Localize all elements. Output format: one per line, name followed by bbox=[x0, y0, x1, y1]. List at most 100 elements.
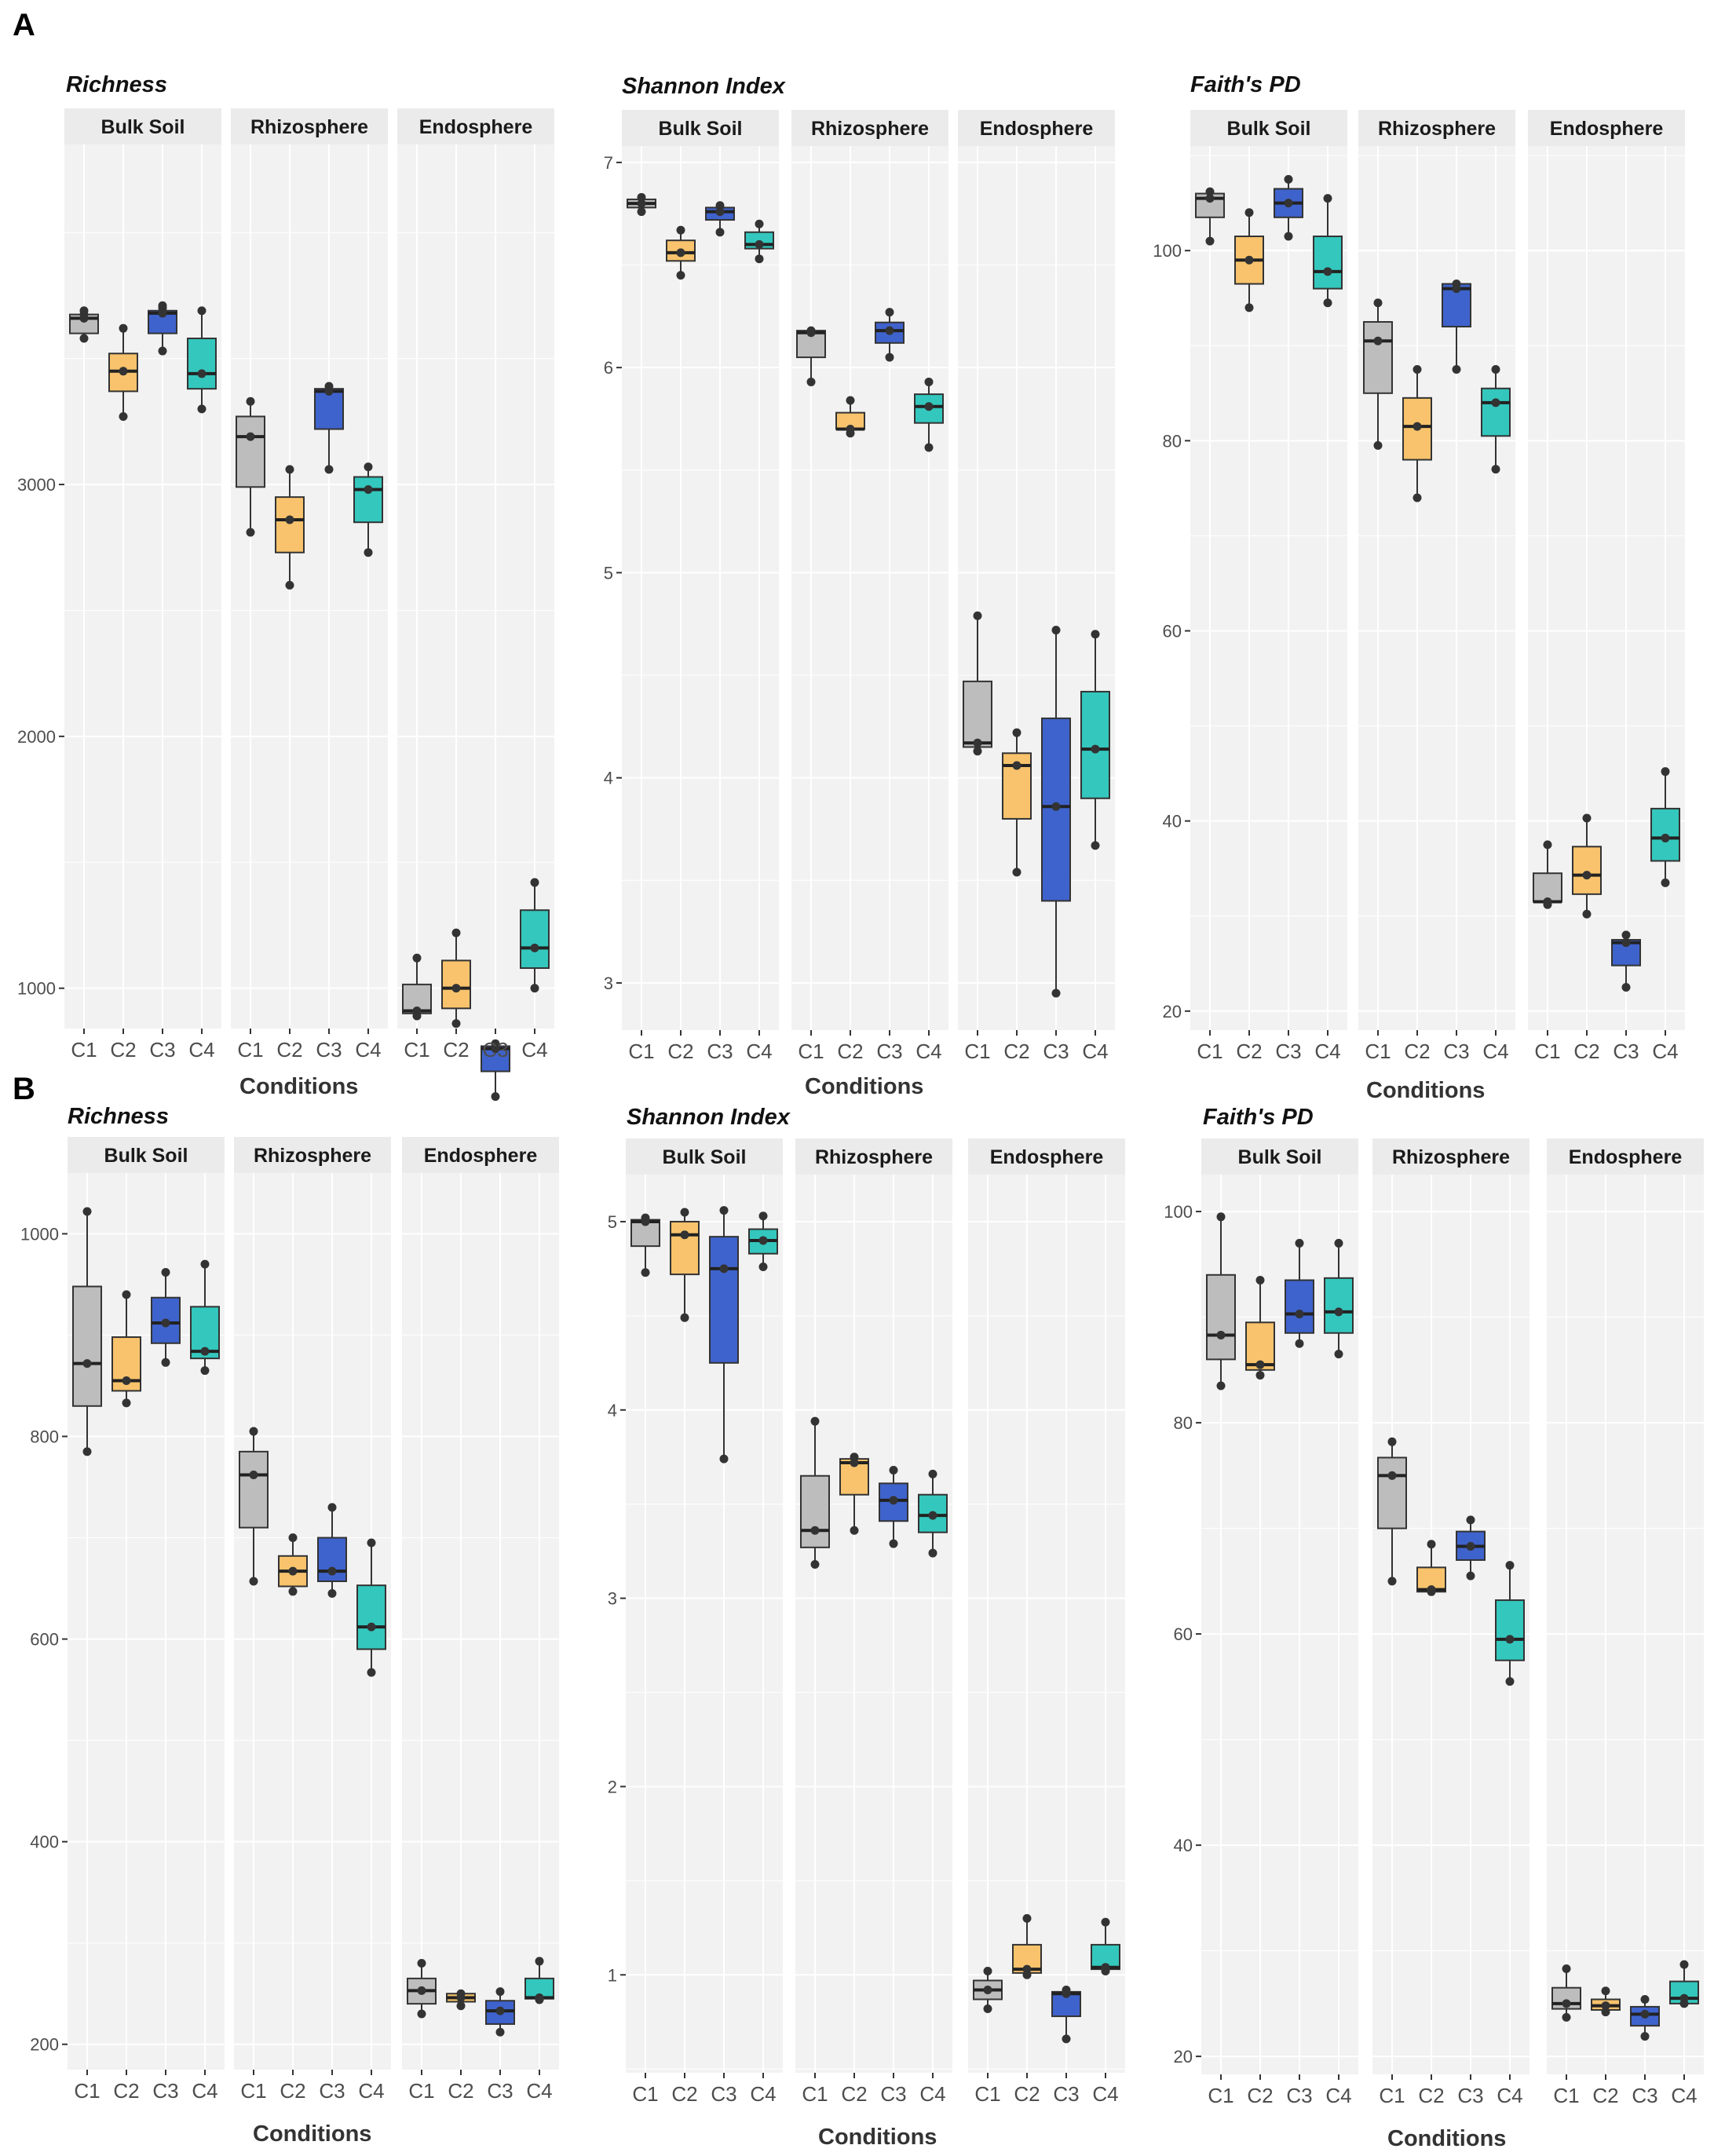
data-point bbox=[1491, 398, 1500, 407]
data-point bbox=[324, 465, 334, 474]
box-c2 bbox=[278, 1533, 308, 1596]
y-tick-label: 20 bbox=[1174, 2047, 1193, 2066]
x-tick-label: C3 bbox=[1286, 2084, 1312, 2107]
box-c1 bbox=[963, 611, 992, 756]
box-c2 bbox=[1572, 813, 1602, 919]
data-point bbox=[637, 207, 646, 217]
box-c1 bbox=[239, 1427, 269, 1586]
facet-strip-label: Rhizosphere bbox=[1392, 1146, 1510, 1168]
facet-strip-label: Endosphere bbox=[1569, 1146, 1683, 1168]
y-tick-label: 3000 bbox=[17, 475, 56, 495]
box-c1 bbox=[1363, 298, 1393, 450]
data-point bbox=[973, 611, 982, 620]
y-tick-label: 4 bbox=[604, 769, 613, 788]
y-tick-label: 20 bbox=[1163, 1002, 1182, 1021]
box-c3 bbox=[879, 1466, 908, 1548]
box-c2 bbox=[1402, 365, 1432, 502]
facet-strip bbox=[1201, 1138, 1358, 1175]
facet-panel bbox=[1190, 146, 1347, 1030]
facet-strip-label: Rhizosphere bbox=[1378, 118, 1496, 140]
box-c2 bbox=[666, 225, 696, 280]
data-point bbox=[1621, 983, 1631, 992]
x-tick-label: C4 bbox=[1314, 1040, 1340, 1063]
y-tick-label: 6 bbox=[604, 358, 613, 378]
data-point bbox=[1062, 2034, 1071, 2044]
y-tick-label: 4 bbox=[608, 1401, 617, 1420]
x-tick-label: C3 bbox=[1043, 1040, 1069, 1063]
data-point bbox=[1466, 1571, 1475, 1580]
box-c1 bbox=[973, 1966, 1003, 2013]
data-point bbox=[1505, 1635, 1515, 1644]
data-point bbox=[491, 1039, 500, 1048]
data-point bbox=[1012, 728, 1021, 737]
box-c3 bbox=[705, 201, 735, 237]
y-tick-label: 80 bbox=[1163, 431, 1182, 451]
x-tick-label: C3 bbox=[152, 2079, 178, 2103]
data-point bbox=[983, 2004, 992, 2013]
data-point bbox=[755, 239, 764, 249]
facet-bulk-soil: Bulk Soil C1 C2 C3 C4 bbox=[1190, 110, 1347, 1063]
data-point bbox=[79, 334, 89, 343]
panel-label-b: B bbox=[13, 1072, 35, 1106]
data-point bbox=[1582, 813, 1592, 823]
data-point bbox=[676, 225, 685, 235]
data-point bbox=[846, 396, 855, 405]
data-point bbox=[1562, 2012, 1571, 2022]
facet-rhizosphere: Rhizosphere C1 C2 C3 C4 bbox=[231, 108, 388, 1062]
y-tick-label: 2 bbox=[608, 1777, 617, 1796]
data-point bbox=[1323, 194, 1332, 203]
facet-strip bbox=[1358, 110, 1515, 146]
data-point bbox=[1284, 174, 1293, 184]
x-tick-label: C2 bbox=[1014, 2082, 1040, 2106]
x-tick-label: C4 bbox=[1325, 2084, 1351, 2107]
data-point bbox=[1051, 988, 1061, 998]
x-tick-label: C1 bbox=[1197, 1040, 1222, 1063]
data-point bbox=[1679, 1960, 1689, 1969]
x-tick-label: C1 bbox=[964, 1040, 990, 1063]
data-point bbox=[246, 528, 255, 537]
box-c2 bbox=[1234, 208, 1264, 312]
data-point bbox=[1205, 194, 1215, 203]
data-point bbox=[535, 1957, 544, 1966]
data-point bbox=[1387, 1437, 1397, 1446]
data-point bbox=[758, 1263, 768, 1272]
y-tick-label: 80 bbox=[1174, 1413, 1193, 1433]
facet-strip bbox=[958, 110, 1115, 146]
x-tick-label: C2 bbox=[837, 1040, 863, 1063]
facet-rhizosphere: Rhizosphere C1 C2 C3 C4 bbox=[1372, 1138, 1529, 2107]
data-point bbox=[885, 353, 894, 362]
facet-strip-label: Endosphere bbox=[1550, 118, 1664, 140]
box-c3 bbox=[1611, 930, 1641, 992]
data-point bbox=[158, 301, 167, 310]
facet-endosphere: Endosphere C1 C2 C3 C4 bbox=[968, 1138, 1125, 2106]
x-tick-label: C4 bbox=[1082, 1040, 1108, 1063]
box-iqr bbox=[1572, 846, 1602, 895]
data-point bbox=[973, 738, 982, 747]
facet-strip bbox=[1372, 1138, 1529, 1175]
data-point bbox=[885, 326, 894, 335]
x-tick-label: C2 bbox=[113, 2079, 139, 2103]
box-iqr bbox=[1495, 1599, 1525, 1661]
box-c1 bbox=[407, 1959, 437, 2019]
x-tick-label: C3 bbox=[876, 1040, 902, 1063]
data-point bbox=[119, 367, 128, 376]
x-tick-label: C1 bbox=[74, 2079, 100, 2103]
data-point bbox=[79, 306, 89, 316]
x-axis-title: Conditions bbox=[253, 2121, 372, 2147]
data-point bbox=[161, 1267, 170, 1277]
data-point bbox=[161, 1358, 170, 1367]
box-c1 bbox=[1533, 840, 1562, 909]
box-c3 bbox=[1630, 1995, 1660, 2041]
facet-strip bbox=[64, 108, 221, 144]
data-point bbox=[1334, 1350, 1343, 1359]
x-tick-label: C4 bbox=[192, 2079, 217, 2103]
box-c4 bbox=[524, 1957, 554, 2004]
data-point bbox=[364, 484, 373, 494]
box-iqr bbox=[72, 1285, 102, 1407]
plot-title: Shannon Index bbox=[627, 1105, 790, 1130]
x-tick-label: C4 bbox=[1092, 2082, 1118, 2106]
facet-panel bbox=[397, 144, 554, 1029]
box-c3 bbox=[485, 1987, 515, 2037]
data-point bbox=[367, 1622, 376, 1632]
